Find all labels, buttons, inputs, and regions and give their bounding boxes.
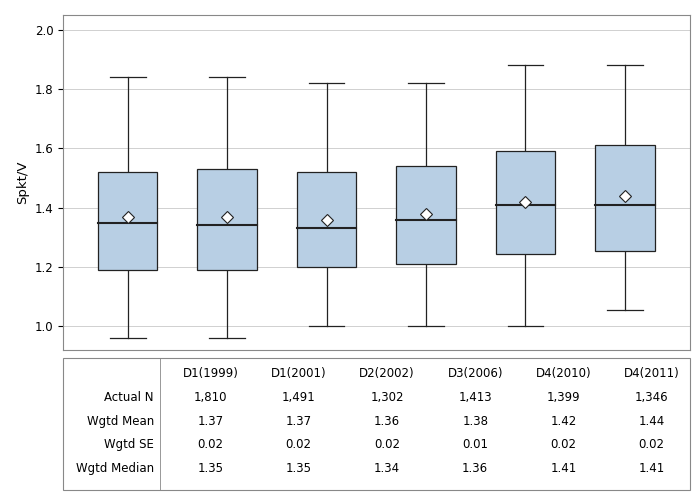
Text: 0.02: 0.02 <box>374 438 400 452</box>
Text: Wgtd Median: Wgtd Median <box>76 462 154 475</box>
Text: 1.38: 1.38 <box>462 414 488 428</box>
Text: 1.34: 1.34 <box>374 462 400 475</box>
Text: 0.02: 0.02 <box>197 438 223 452</box>
Text: 1.37: 1.37 <box>286 414 312 428</box>
Text: 0.02: 0.02 <box>550 438 576 452</box>
Text: D1(2001): D1(2001) <box>271 367 326 380</box>
Text: 1.37: 1.37 <box>197 414 223 428</box>
Text: 1.44: 1.44 <box>638 414 665 428</box>
Text: 0.02: 0.02 <box>286 438 312 452</box>
Text: 1,491: 1,491 <box>282 391 316 404</box>
Bar <box>396 166 456 264</box>
Text: 0.02: 0.02 <box>638 438 664 452</box>
Text: 1.36: 1.36 <box>462 462 488 475</box>
Bar <box>98 172 158 270</box>
Bar <box>595 146 654 250</box>
Bar <box>496 152 555 254</box>
Text: Actual N: Actual N <box>104 391 154 404</box>
Text: 1,346: 1,346 <box>635 391 668 404</box>
Text: 1.41: 1.41 <box>638 462 665 475</box>
Text: D2(2002): D2(2002) <box>359 367 415 380</box>
Text: 1.35: 1.35 <box>286 462 312 475</box>
Text: 1,302: 1,302 <box>370 391 404 404</box>
Bar <box>197 169 257 270</box>
Text: 1,399: 1,399 <box>547 391 580 404</box>
Text: D1(1999): D1(1999) <box>183 367 239 380</box>
Text: Wgtd SE: Wgtd SE <box>104 438 154 452</box>
Text: 1.36: 1.36 <box>374 414 400 428</box>
Text: 1.41: 1.41 <box>550 462 577 475</box>
Text: D4(2011): D4(2011) <box>624 367 680 380</box>
Text: 1.42: 1.42 <box>550 414 577 428</box>
Text: 1,810: 1,810 <box>194 391 228 404</box>
Bar <box>297 172 356 267</box>
Text: Wgtd Mean: Wgtd Mean <box>87 414 154 428</box>
Text: D3(2006): D3(2006) <box>447 367 503 380</box>
Text: 1.35: 1.35 <box>197 462 223 475</box>
Text: 1,413: 1,413 <box>458 391 492 404</box>
Text: D4(2010): D4(2010) <box>536 367 592 380</box>
Text: 0.01: 0.01 <box>462 438 488 452</box>
Y-axis label: Spkt/V: Spkt/V <box>16 161 29 204</box>
